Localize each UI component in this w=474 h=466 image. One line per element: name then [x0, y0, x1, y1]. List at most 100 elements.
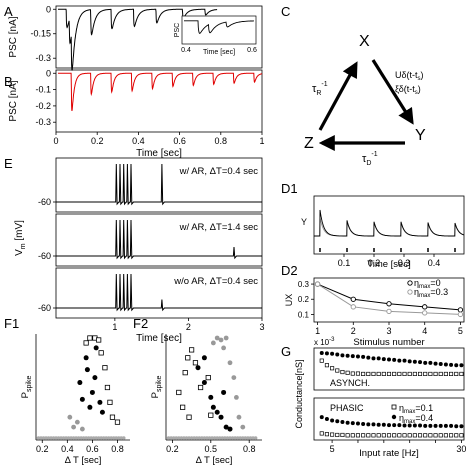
panel-e-voltage-trace [56, 163, 262, 206]
panel-a-frame [55, 5, 263, 69]
panel-g-top-open-point [330, 366, 335, 371]
panel-f2-open-point [185, 355, 191, 361]
panel-d2-ytick-label: 0.2 [298, 295, 310, 304]
panel-f1-gray-point [79, 426, 85, 432]
panel-f2-baseline-point [200, 436, 204, 440]
panel-g-top-filled-point [423, 360, 428, 365]
panel-c-node-z: Z [304, 135, 314, 152]
panel-g-bottom-open-point [335, 432, 340, 438]
panel-d2-xtick-label: 2 [351, 326, 356, 336]
panel-g-top-filled-point [361, 354, 366, 359]
panel-g-top-filled-point [449, 362, 454, 367]
panel-g-top-open-point [417, 371, 423, 376]
panel-e-xtick-label: 1 [112, 322, 117, 332]
panel-f1-xtick-label: 0.2 [36, 444, 49, 454]
panel-a-inset-ylabel: PSC [174, 23, 181, 37]
panel-g-top-open-point [459, 371, 464, 376]
panel-f2-baseline-point [235, 436, 240, 440]
panel-g-top-open-point [443, 371, 448, 376]
panel-f1-baseline-point [99, 436, 103, 440]
panel-d2-xtick-label: 5 [458, 326, 463, 336]
panel-g-top-filled-point [412, 359, 417, 364]
panel-e-xtick-label: 2 [186, 322, 191, 332]
panel-f1-open-point [102, 365, 108, 371]
panel-b-xlabel: Time [sec] [136, 148, 182, 159]
panel-f1-xlabel: Δ T [sec] [65, 455, 102, 466]
panel-g-top-open-point [397, 371, 402, 376]
panel-f2-xlabel: Δ T [sec] [196, 455, 233, 466]
panel-g-bottom-filled-point [350, 421, 355, 426]
panel-f2-ylabel: Pspike [150, 376, 163, 399]
panel-g-top-open-point [449, 371, 454, 376]
panel-g-bottom-filled-point [418, 423, 423, 428]
panel-g-xlabel: Input rate [Hz] [359, 448, 419, 459]
panel-c-edge-z-x [318, 61, 358, 131]
panel-g-top-filled-point [407, 359, 412, 364]
panel-f1-baseline-point [94, 436, 98, 440]
panel-e-frame [55, 213, 263, 267]
panel-g-bottom-filled-point [376, 422, 381, 427]
panel-f1-baseline-point [84, 436, 88, 440]
panel-f2-baseline-point [230, 436, 235, 440]
panel-b-ytick-label: 0 [46, 68, 51, 78]
panel-g-legend-marker [391, 404, 397, 410]
panel-g-bottom-open-point [381, 433, 386, 438]
panel-f2-open-point [205, 374, 211, 381]
panel-g-bottom-open-point [443, 433, 448, 438]
panel-g-bottom-open-point [417, 433, 423, 438]
panel-g-top-filled-point [402, 358, 407, 363]
panel-d2-series-marker [386, 308, 392, 315]
panel-g-xtick-label: 5 [330, 444, 335, 454]
panel-d2-xtick-label: 1 [315, 326, 320, 336]
panel-g-top-filled-point [381, 357, 386, 362]
panel-f2-gray-point [234, 395, 239, 400]
panel-f1-baseline-point [46, 436, 51, 440]
panel-f1-open-point [104, 384, 111, 391]
panel-f1-baseline-point [36, 436, 41, 440]
panel-f2-baseline-point [210, 436, 214, 440]
panel-g-bottom-open-point [361, 433, 366, 438]
panel-c-edge-label-taud: τD-1 [362, 151, 378, 167]
panel-f1-black-point [87, 404, 93, 410]
panel-letter-f1: F1 [4, 316, 19, 331]
panel-g-top-filled-point [324, 351, 329, 356]
panel-g-bottom-filled-point [397, 423, 402, 428]
panel-g-top-open-point [433, 371, 438, 376]
panel-g-top-open-point [324, 363, 329, 368]
panel-g-top-filled-point [340, 353, 345, 358]
panel-g-bottom-open-point [454, 433, 459, 438]
panel-f1-baseline-point [59, 436, 63, 440]
panel-e-ytick-label: -60 [38, 303, 51, 313]
panel-f1-baseline-point [91, 436, 96, 440]
panel-d1-ylabel: Y [301, 217, 307, 227]
panel-d2-series-marker [457, 311, 464, 318]
panel-g-bottom-filled-point [392, 423, 397, 428]
panel-g-top-filled-point [397, 358, 402, 363]
panel-e-ytick-label: -60 [38, 197, 51, 207]
panel-c-edge-x-y [371, 59, 414, 125]
panel-e-ylabel: Vm [mV] [14, 220, 27, 256]
panel-f2-gray-point [227, 360, 233, 366]
panel-f1-open-point [96, 337, 102, 343]
panel-g-top-filled-point [376, 356, 381, 361]
panel-d1-xlabel: Time [sec] [367, 259, 410, 270]
panel-f1-open-point [83, 340, 89, 346]
panel-f2-open-point [186, 414, 192, 420]
panel-g-bottom-filled-point [361, 421, 366, 426]
panel-g-exponent: x 10-3 [314, 337, 335, 347]
panel-f1-xtick-label: 0.4 [61, 444, 74, 454]
panel-a-ytick-label: -0.15 [30, 29, 51, 39]
panel-f1-baseline-point [96, 436, 101, 440]
panel-g-bottom-filled-point [335, 419, 340, 424]
panel-f2-black-point [223, 424, 229, 430]
panel-g-top-open-point [345, 370, 350, 375]
panel-f1-baseline-point [56, 436, 61, 440]
panel-f2-open-point [192, 360, 199, 366]
panel-a-psc-trace [58, 8, 218, 71]
panel-f2-open-point [208, 412, 214, 418]
panel-g-bottom-filled-point [387, 423, 391, 428]
panel-a-ytick-label: 0 [46, 4, 51, 14]
panel-f2-baseline-point [220, 436, 225, 440]
panel-b-frame [55, 69, 263, 133]
panel-g-bottom-filled-point [423, 423, 428, 428]
